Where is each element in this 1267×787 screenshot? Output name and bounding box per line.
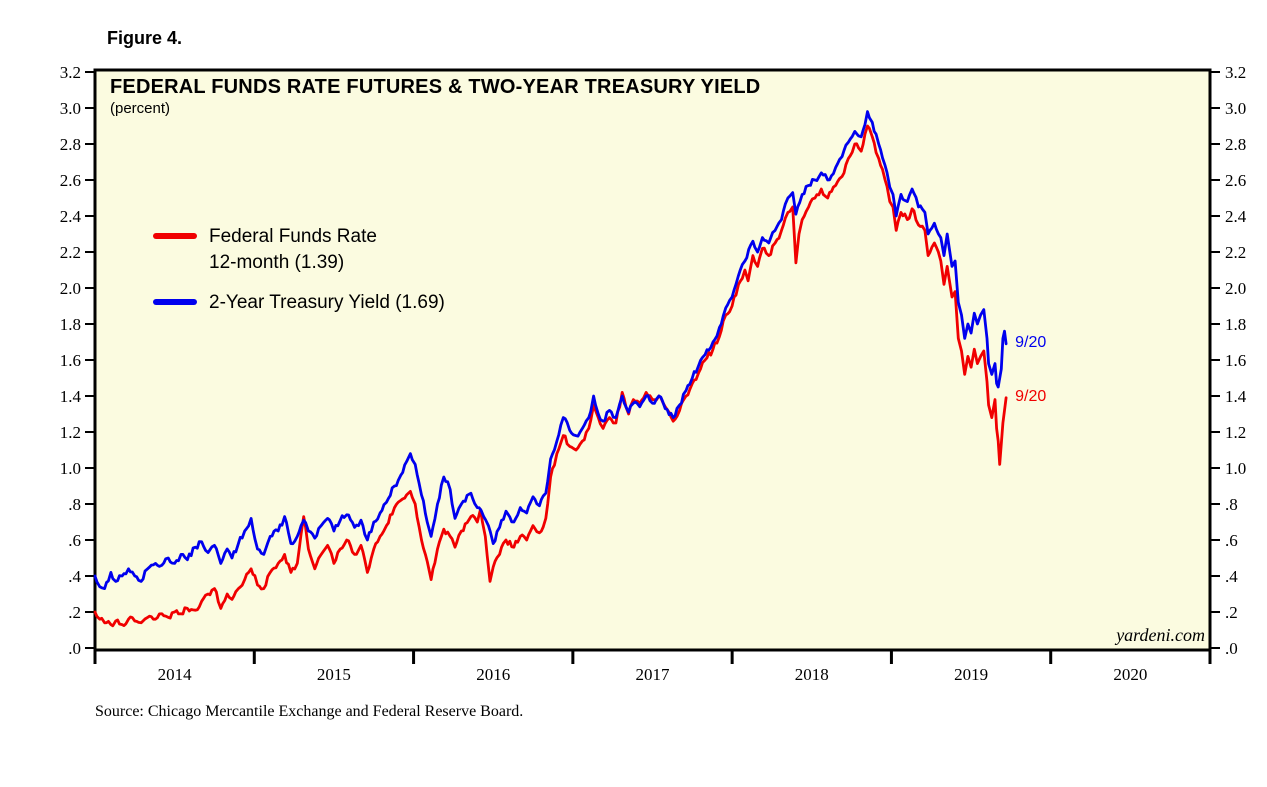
source-note: Source: Chicago Mercantile Exchange and …	[95, 703, 524, 720]
y-axis-tick-label-right: .0	[1225, 639, 1238, 658]
y-axis-tick-label-left: 1.8	[60, 315, 81, 334]
legend-label-treasury-line1: 2-Year Treasury Yield (1.69)	[209, 292, 445, 313]
x-axis-year-label: 2014	[158, 665, 193, 684]
legend-item-fed-funds: Federal Funds Rate 12-month (1.39)	[153, 224, 445, 276]
y-axis-tick-label-left: 3.2	[60, 63, 81, 82]
legend-label-fed-funds-line2: 12-month (1.39)	[209, 252, 345, 273]
y-axis-tick-label-right: .6	[1225, 531, 1238, 550]
figure-label: Figure 4.	[107, 28, 183, 48]
legend-label-fed-funds-line1: Federal Funds Rate	[209, 226, 377, 247]
y-axis-tick-label-left: 1.6	[60, 351, 81, 370]
series-line-treasury	[93, 110, 1008, 590]
y-axis-tick-label-left: 2.8	[60, 135, 81, 154]
y-axis-tick-label-left: 1.4	[60, 387, 82, 406]
legend: Federal Funds Rate 12-month (1.39) 2-Yea…	[153, 224, 445, 330]
yardeni-watermark: yardeni.com	[1116, 625, 1205, 645]
y-axis-tick-label-left: 2.2	[60, 243, 81, 262]
y-axis-tick-label-left: .2	[68, 603, 81, 622]
y-axis-tick-label-right: .4	[1225, 567, 1238, 586]
y-axis-tick-label-right: 2.6	[1225, 171, 1246, 190]
x-axis-year-label: 2019	[954, 665, 988, 684]
legend-label-treasury: 2-Year Treasury Yield (1.69)	[209, 290, 445, 316]
y-axis-tick-label-right: 1.0	[1225, 459, 1246, 478]
y-axis-tick-label-left: 2.6	[60, 171, 81, 190]
blue-line-swatch	[153, 299, 197, 305]
red-line-swatch	[153, 233, 197, 239]
y-axis-tick-label-left: .0	[68, 639, 81, 658]
y-axis-tick-label-left: 2.4	[60, 207, 82, 226]
end-date-annotation-treasury: 9/20	[1015, 333, 1047, 351]
y-axis-tick-label-right: 2.2	[1225, 243, 1246, 262]
x-axis-year-label: 2016	[476, 665, 510, 684]
chart-title: FEDERAL FUNDS RATE FUTURES & TWO-YEAR TR…	[110, 76, 761, 98]
legend-item-treasury: 2-Year Treasury Yield (1.69)	[153, 290, 445, 316]
end-date-annotation-fed-funds: 9/20	[1015, 387, 1047, 405]
y-axis-tick-label-left: 1.0	[60, 459, 81, 478]
y-axis-tick-label-right: 1.4	[1225, 387, 1247, 406]
x-axis-year-label: 2015	[317, 665, 351, 684]
x-axis-year-label: 2017	[636, 665, 671, 684]
legend-label-fed-funds: Federal Funds Rate 12-month (1.39)	[209, 224, 377, 276]
y-axis-tick-label-left: 3.0	[60, 99, 81, 118]
y-axis-tick-label-right: 1.8	[1225, 315, 1246, 334]
y-axis-tick-label-right: 2.0	[1225, 279, 1246, 298]
y-axis-tick-label-right: .8	[1225, 495, 1238, 514]
y-axis-tick-label-right: 3.2	[1225, 63, 1246, 82]
chart-plot-area	[93, 68, 1212, 652]
y-axis-tick-label-left: .6	[68, 531, 81, 550]
y-axis-tick-label-left: 2.0	[60, 279, 81, 298]
x-axis-year-label: 2020	[1113, 665, 1147, 684]
chart-subtitle: (percent)	[110, 100, 171, 117]
y-axis-tick-label-right: .2	[1225, 603, 1238, 622]
y-axis-tick-label-right: 2.4	[1225, 207, 1247, 226]
y-axis-tick-label-right: 1.6	[1225, 351, 1246, 370]
x-axis-year-label: 2018	[795, 665, 829, 684]
y-axis-tick-label-left: .8	[68, 495, 81, 514]
y-axis-tick-label-left: 1.2	[60, 423, 81, 442]
y-axis-tick-label-right: 2.8	[1225, 135, 1246, 154]
series-line-fed-funds	[93, 124, 1008, 628]
y-axis-tick-label-left: .4	[68, 567, 81, 586]
y-axis-tick-label-right: 1.2	[1225, 423, 1246, 442]
y-axis-tick-label-right: 3.0	[1225, 99, 1246, 118]
